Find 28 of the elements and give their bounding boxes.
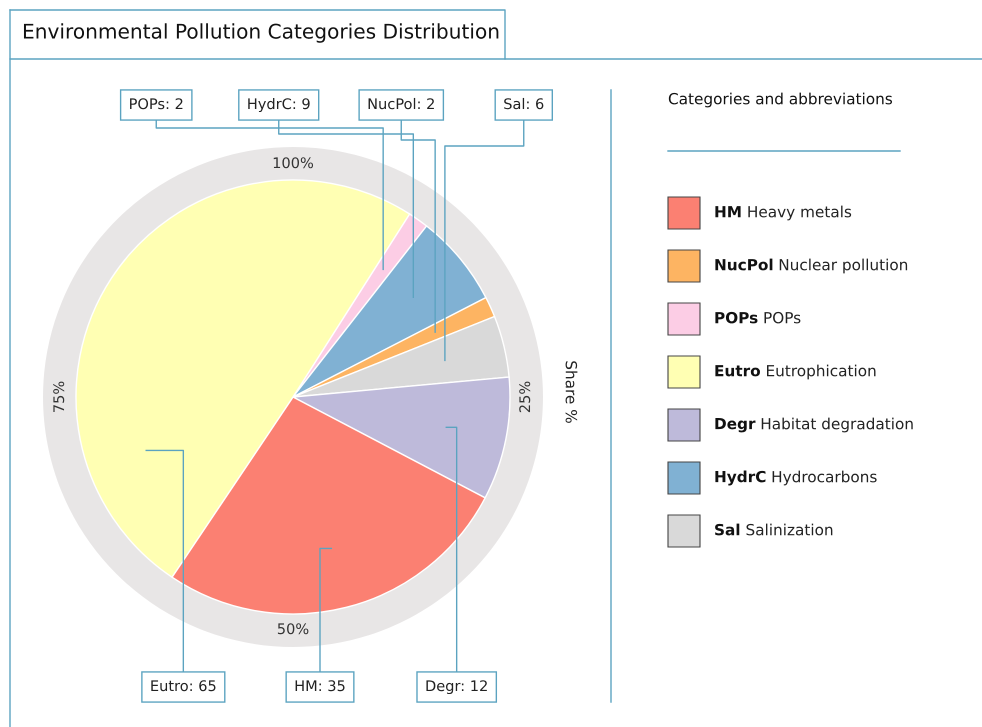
data-label: Degr: 12 bbox=[426, 680, 487, 694]
text: Heavy metals bbox=[748, 206, 852, 220]
legend-label: HM bbox=[715, 206, 741, 218]
legend-label: Degr bbox=[715, 418, 756, 432]
data-label: POPs: 2 bbox=[130, 98, 182, 110]
text: Nuclear pollution bbox=[780, 258, 908, 274]
legend-label: Sal bbox=[715, 524, 740, 536]
data-label: NucPol: 2 bbox=[368, 98, 434, 110]
text: 25% bbox=[519, 382, 530, 412]
data-label: Sal: 6 bbox=[504, 98, 544, 110]
chart-title: Environmental Pollution Categories Distribution bbox=[24, 23, 498, 43]
text: 75% bbox=[53, 382, 64, 412]
legend-title: Categories and abbreviations bbox=[668, 92, 892, 108]
data-label: Eutro: 65 bbox=[151, 680, 216, 692]
text: 100% bbox=[274, 157, 314, 168]
legend-label: POPs bbox=[715, 312, 758, 324]
text: Salinization bbox=[746, 524, 832, 536]
text: Hydrocarbons bbox=[772, 470, 877, 486]
text: Habitat degradation bbox=[762, 418, 913, 432]
text: 50% bbox=[278, 623, 308, 634]
legend-label: NucPol bbox=[715, 258, 772, 270]
text: Eutrophication bbox=[767, 364, 876, 380]
data-label: HM: 35 bbox=[296, 680, 345, 692]
text: POPs bbox=[764, 312, 800, 324]
text: Share % bbox=[566, 361, 578, 423]
legend-label: HydrC bbox=[715, 470, 766, 486]
data-label: HydrC: 9 bbox=[248, 98, 310, 112]
legend-label: Eutro bbox=[715, 365, 760, 376]
